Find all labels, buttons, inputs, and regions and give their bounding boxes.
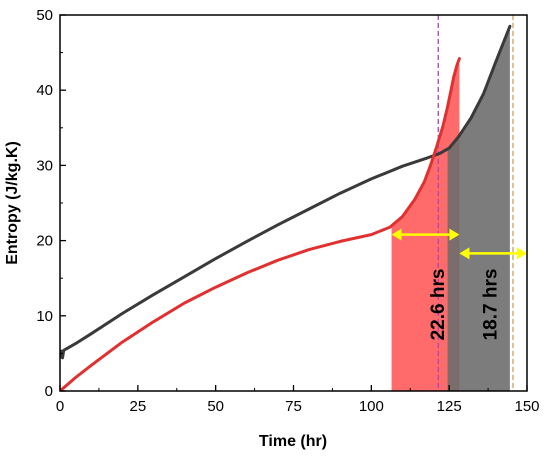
y-tick-label: 0 <box>45 383 53 400</box>
annotation-label-2: 18.7 hrs <box>481 269 502 341</box>
arrow-head-right <box>517 247 527 260</box>
y-tick-label: 20 <box>36 233 53 250</box>
arrow-head-right <box>449 228 460 241</box>
y-axis-title: Entropy (J/kg.K) <box>4 141 21 265</box>
duration-arrow-2 <box>459 247 527 260</box>
arrow-head-left <box>391 228 402 241</box>
duration-arrow-1 <box>391 228 460 241</box>
y-tick-label: 30 <box>36 157 53 174</box>
series-line-red <box>60 57 461 391</box>
reference-lines <box>437 15 514 391</box>
y-tick-label: 50 <box>36 7 53 24</box>
x-tick-label: 100 <box>359 398 384 415</box>
x-tick-label: 75 <box>285 398 302 415</box>
annotations: 22.6 hrs 18.7 hrs <box>428 269 502 341</box>
x-tick-label: 125 <box>437 398 462 415</box>
x-tick-label: 0 <box>56 398 64 415</box>
shaded-region-grey <box>447 26 510 391</box>
x-axis-title: Time (hr) <box>259 433 327 450</box>
shaded-region-red <box>391 58 460 391</box>
duration-arrows <box>391 228 527 260</box>
series-lines <box>60 24 512 391</box>
x-tick-label: 50 <box>207 398 224 415</box>
annotation-label-1: 22.6 hrs <box>428 269 449 341</box>
y-tick-label: 40 <box>36 82 53 99</box>
arrow-head-left <box>459 247 470 260</box>
x-tick-label: 25 <box>129 398 146 415</box>
x-axis-ticks: 0 25 50 75 100 125 150 <box>56 385 540 415</box>
y-axis-ticks: 0 10 20 30 40 50 <box>36 7 66 400</box>
x-tick-label: 150 <box>514 398 539 415</box>
y-tick-label: 10 <box>36 308 53 325</box>
series-line-dark <box>60 24 512 360</box>
shaded-regions <box>391 26 510 391</box>
